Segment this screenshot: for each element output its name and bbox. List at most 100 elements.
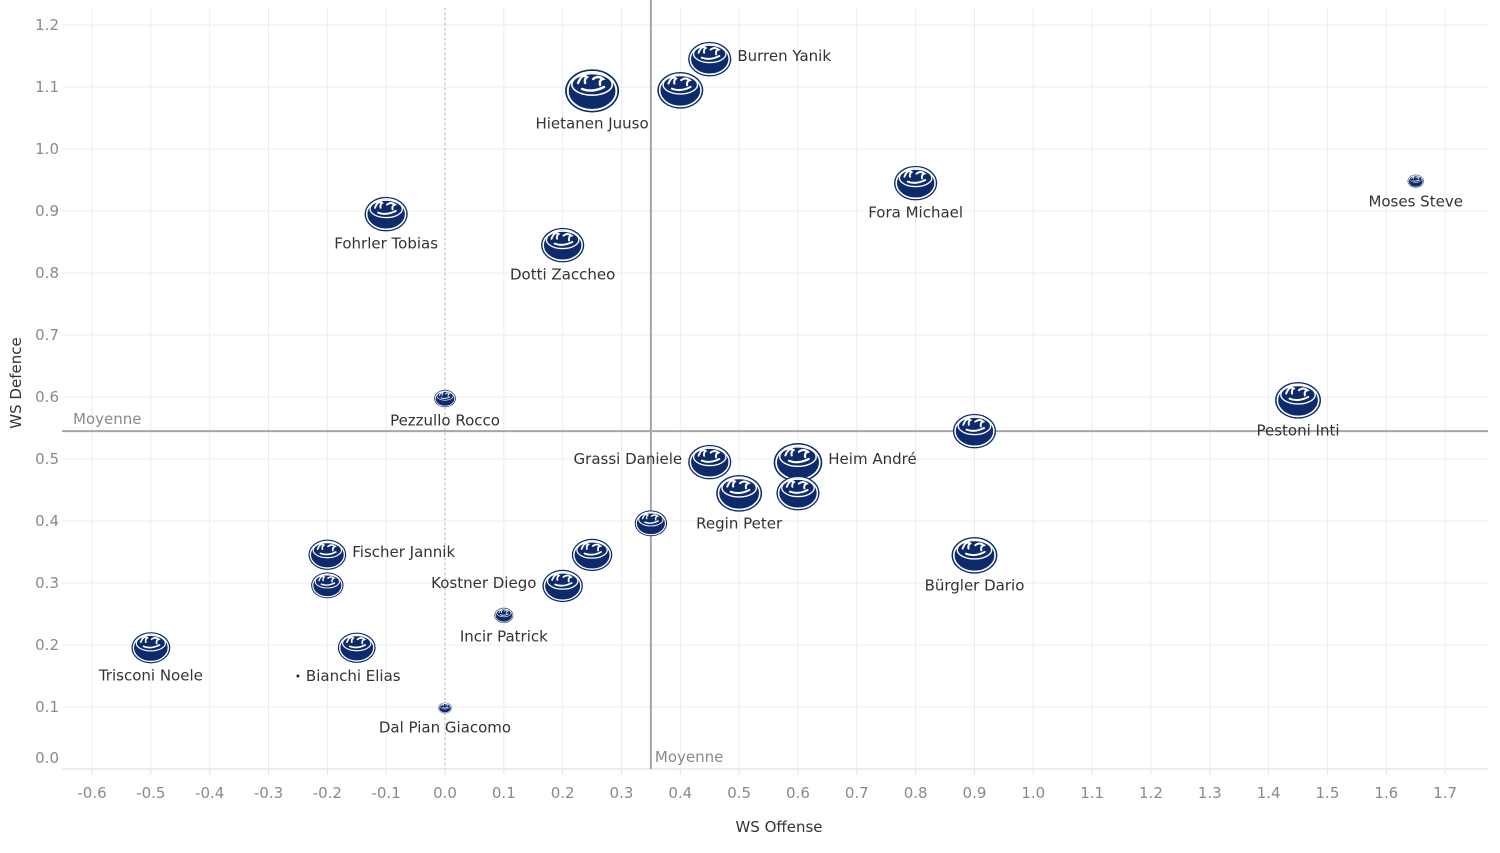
puck-marker[interactable] — [716, 474, 763, 512]
puck-marker[interactable] — [952, 413, 997, 449]
logo-icon — [498, 609, 509, 616]
logo-icon — [1411, 176, 1420, 182]
grid — [62, 8, 1488, 775]
y-tick-label: 0.0 — [35, 749, 59, 767]
y-axis-title: WS Defence — [7, 337, 25, 428]
logo-icon — [576, 74, 606, 92]
puck-marker[interactable] — [571, 538, 613, 572]
x-tick-label: -0.2 — [313, 784, 342, 802]
puck-rim — [1408, 175, 1424, 188]
logo-icon — [697, 449, 721, 463]
mean-label-y: Moyenne — [73, 410, 141, 428]
point-label: Moses Steve — [1368, 192, 1462, 210]
x-tick-label: 1.2 — [1139, 784, 1163, 802]
puck-rim — [658, 73, 702, 108]
puck-marker[interactable] — [438, 702, 452, 714]
reference-lines: Moyenne Moyenne — [62, 0, 1488, 769]
puck-marker[interactable] — [542, 569, 583, 603]
x-tick-label: -0.4 — [195, 784, 224, 802]
point-label: Pezzullo Rocco — [390, 412, 500, 430]
puck-rim — [689, 446, 730, 479]
x-tick-label: 1.5 — [1316, 784, 1340, 802]
puck-rim — [953, 538, 996, 573]
point-label: Grassi Daniele — [574, 450, 683, 468]
logo-icon — [551, 573, 573, 587]
x-tick-label: -0.1 — [372, 784, 401, 802]
point-labels: Burren Yanik Hietanen Juuso Fora Michael Mo… — [98, 47, 1463, 736]
puck-top — [898, 168, 933, 188]
puck-marker[interactable] — [296, 674, 300, 678]
x-tick-label: 0.0 — [433, 784, 457, 802]
puck-marker[interactable] — [131, 632, 171, 664]
puck-top — [314, 574, 340, 589]
y-tick-label: 1.1 — [35, 78, 59, 96]
y-tick-label: 0.8 — [35, 264, 59, 282]
puck-marker[interactable] — [1275, 381, 1321, 419]
puck-marker[interactable] — [364, 196, 408, 232]
puck-marker[interactable] — [776, 475, 820, 511]
x-tick-label: -0.6 — [77, 784, 106, 802]
puck-marker[interactable] — [308, 539, 347, 570]
puck-marker[interactable] — [337, 632, 376, 663]
logo-icon — [441, 703, 449, 709]
puck-top — [546, 572, 579, 590]
puck-top — [692, 447, 727, 467]
logo-icon — [785, 480, 809, 494]
x-tick-label: 0.3 — [610, 784, 634, 802]
y-tick-label: 0.3 — [35, 574, 59, 592]
x-axis-ticks: -0.6 -0.5 -0.4 -0.3 -0.2 -0.1 0.0 0.1 0.2 0.3 0.4 0… — [77, 784, 1457, 802]
y-tick-label: 0.1 — [35, 698, 59, 716]
puck-marker[interactable] — [894, 165, 938, 201]
point-label: Bianchi Elias — [306, 667, 401, 685]
point-label: Fischer Jannik — [352, 543, 455, 561]
puck-marker[interactable] — [565, 69, 620, 113]
puck-rim — [566, 70, 618, 111]
puck-top — [369, 199, 404, 219]
point-label: Dotti Zaccheo — [510, 265, 615, 283]
y-tick-label: 0.2 — [35, 636, 59, 654]
x-tick-label: 1.7 — [1433, 784, 1457, 802]
puck-top — [638, 512, 664, 527]
logo-icon — [962, 418, 986, 432]
puck-rim — [312, 573, 343, 598]
x-tick-label: 0.9 — [963, 784, 987, 802]
x-tick-label: 1.1 — [1080, 784, 1104, 802]
puck-top — [1280, 384, 1316, 405]
point-label: Burren Yanik — [737, 47, 831, 65]
puck-rim — [494, 608, 513, 623]
point-label: Dal Pian Giacomo — [379, 718, 511, 736]
puck-marker[interactable] — [494, 607, 514, 623]
y-tick-label: 0.5 — [35, 450, 59, 468]
x-tick-label: -0.5 — [136, 784, 165, 802]
puck-top — [439, 703, 451, 710]
puck-rim — [717, 476, 761, 511]
puck-marker[interactable] — [541, 227, 585, 263]
y-tick-label: 0.6 — [35, 388, 59, 406]
y-tick-label: 0.4 — [35, 512, 59, 530]
data-points — [131, 41, 1424, 714]
x-tick-label: -0.3 — [254, 784, 283, 802]
puck-top — [1409, 175, 1423, 183]
puck-marker[interactable] — [1407, 174, 1424, 188]
puck-top — [957, 416, 992, 436]
puck-rim — [777, 477, 819, 510]
puck-marker[interactable] — [311, 572, 344, 599]
puck-marker[interactable] — [434, 389, 456, 408]
point-label: Fohrler Tobias — [334, 234, 438, 252]
logo-icon — [726, 479, 751, 495]
logo-icon — [1285, 386, 1310, 402]
logo-icon — [641, 513, 660, 524]
puck-marker[interactable] — [688, 41, 732, 77]
puck-rim — [689, 43, 730, 76]
puck-marker[interactable] — [634, 510, 668, 537]
logo-icon — [316, 543, 337, 556]
puck-marker[interactable] — [951, 536, 998, 574]
puck-marker[interactable] — [688, 444, 732, 480]
point-dot — [296, 674, 300, 678]
puck-top — [956, 539, 993, 560]
puck-marker[interactable] — [657, 71, 704, 109]
x-tick-label: 0.6 — [786, 784, 810, 802]
puck-rim — [542, 229, 583, 262]
x-tick-label: 1.4 — [1257, 784, 1281, 802]
puck-top — [312, 542, 343, 559]
